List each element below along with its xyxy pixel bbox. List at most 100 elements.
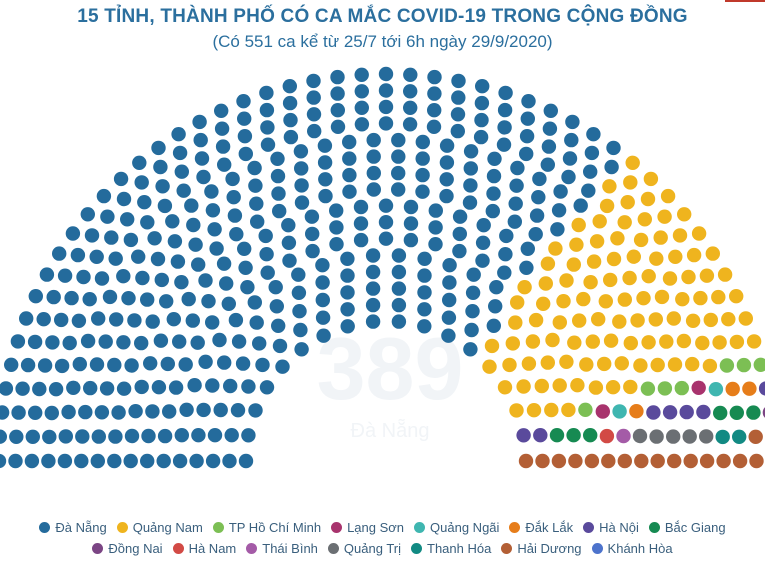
seat-dot-tp-ho-chi-minh	[640, 381, 656, 396]
center-count: 389	[316, 319, 464, 418]
seat-dot-quang-nam	[599, 198, 615, 214]
seat-dot-quang-nam	[552, 315, 567, 330]
seat-dot-da-nang	[248, 403, 263, 418]
seat-dot-da-nang	[391, 182, 406, 197]
seat-dot-da-nang	[147, 231, 162, 246]
seat-dot-quang-nam	[583, 275, 598, 290]
seat-dot-da-nang	[65, 226, 81, 241]
seat-dot-da-nang	[317, 155, 333, 170]
seat-dot-da-nang	[366, 165, 381, 181]
seat-dot-da-nang	[439, 138, 455, 153]
seat-dot-da-nang	[28, 289, 43, 304]
seat-dot-da-nang	[293, 322, 308, 338]
seat-dot-quang-nam	[569, 237, 584, 252]
seat-dot-da-nang	[141, 428, 156, 444]
seat-dot-quang-nam	[681, 269, 696, 285]
seat-dot-da-nang	[507, 214, 522, 229]
seat-dot-quang-nam	[693, 290, 708, 306]
seat-dot-dak-lak	[725, 381, 740, 397]
seat-dot-quang-nam	[630, 313, 645, 328]
seat-dot-quang-nam	[559, 273, 574, 288]
seat-dot-quang-nam	[576, 291, 591, 307]
seat-dot-quang-nam	[711, 289, 726, 305]
seat-dot-da-nang	[291, 267, 306, 282]
seat-dot-da-nang	[94, 271, 110, 286]
seat-dot-da-nang	[231, 334, 247, 349]
seat-dot-quang-nam	[703, 312, 718, 328]
seat-dot-da-nang	[39, 267, 55, 282]
seat-dot-quang-nam	[705, 246, 720, 261]
seat-dot-quang-nam	[528, 312, 544, 328]
seat-dot-da-nang	[134, 175, 149, 190]
seat-dot-da-nang	[305, 226, 320, 242]
seat-dot-quang-nam	[721, 312, 736, 327]
seat-dot-da-nang	[80, 333, 96, 349]
seat-dot-da-nang	[240, 280, 255, 295]
seat-dot-da-nang	[193, 132, 208, 148]
seat-dot-da-nang	[402, 117, 418, 132]
seat-dot-hai-duong	[584, 453, 600, 469]
seat-dot-da-nang	[191, 428, 206, 443]
seat-dot-da-nang	[66, 380, 81, 395]
seat-dot-da-nang	[157, 428, 173, 444]
seat-dot-da-nang	[417, 251, 432, 266]
seat-dot-hai-duong	[748, 429, 763, 444]
seat-dot-da-nang	[532, 171, 547, 187]
seat-dot-quang-nam	[691, 226, 707, 241]
seat-dot-hai-duong	[650, 453, 665, 469]
seat-dot-da-nang	[204, 184, 219, 199]
seat-dot-da-nang	[428, 237, 443, 252]
seat-dot-hai-duong	[601, 453, 616, 469]
seat-dot-da-nang	[102, 289, 118, 305]
seat-dot-da-nang	[475, 79, 490, 94]
seat-dot-da-nang	[330, 86, 345, 101]
seat-dot-da-nang	[441, 310, 457, 325]
seat-dot-da-nang	[275, 359, 290, 374]
seat-dot-quang-nam	[650, 357, 665, 373]
seat-dot-da-nang	[415, 167, 430, 183]
seat-dot-da-nang	[378, 116, 394, 131]
seat-dot-da-nang	[181, 291, 196, 307]
legend-item-bac-giang: Bắc Giang	[648, 520, 726, 535]
seat-dot-da-nang	[315, 310, 331, 325]
seat-dot-da-nang	[227, 208, 243, 223]
seat-dot-da-nang	[196, 169, 211, 185]
seat-dot-da-nang	[116, 381, 132, 396]
seat-dot-da-nang	[417, 268, 432, 283]
seat-dot-da-nang	[391, 132, 406, 148]
seat-dot-hai-duong	[732, 453, 748, 469]
seat-dot-da-nang	[353, 199, 369, 215]
seat-dot-quang-nam	[676, 333, 692, 349]
seat-dot-da-nang	[315, 292, 330, 308]
legend-item-da-nang: Đà Nẵng	[39, 520, 107, 535]
seat-dot-quang-nam	[633, 358, 648, 373]
seat-dot-quang-nam	[677, 207, 692, 222]
legend-swatch	[327, 543, 339, 554]
seat-dot-da-nang	[543, 103, 558, 119]
seat-dot-da-nang	[260, 265, 275, 280]
seat-dot-da-nang	[553, 184, 568, 199]
seat-dot-da-nang	[78, 404, 93, 420]
seat-dot-quang-nam	[566, 257, 581, 272]
seat-dot-da-nang	[217, 355, 232, 370]
seat-dot-quang-nam	[617, 292, 632, 307]
seat-dot-quang-nam	[508, 315, 523, 330]
seat-dot-da-nang	[259, 247, 274, 262]
seat-dot-quang-tri	[666, 429, 681, 444]
seat-dot-da-nang	[191, 257, 206, 272]
seat-dot-quang-nam	[548, 241, 563, 256]
seat-dot-quang-nam	[567, 335, 582, 350]
top-accent-rule	[725, 0, 765, 2]
seat-dot-da-nang	[205, 315, 220, 330]
seat-dot-da-nang	[174, 428, 189, 443]
seat-dot-da-nang	[583, 164, 598, 179]
seat-dot-da-nang	[219, 276, 234, 291]
seat-dot-quang-nam	[552, 378, 567, 393]
seat-dot-da-nang	[48, 382, 64, 397]
seat-dot-da-nang	[354, 67, 369, 83]
seat-dot-da-nang	[188, 237, 203, 252]
seat-dot-da-nang	[238, 146, 253, 162]
seat-dot-quang-nam	[637, 212, 652, 227]
seat-dot-da-nang	[282, 79, 297, 94]
seat-dot-da-nang	[353, 232, 369, 248]
